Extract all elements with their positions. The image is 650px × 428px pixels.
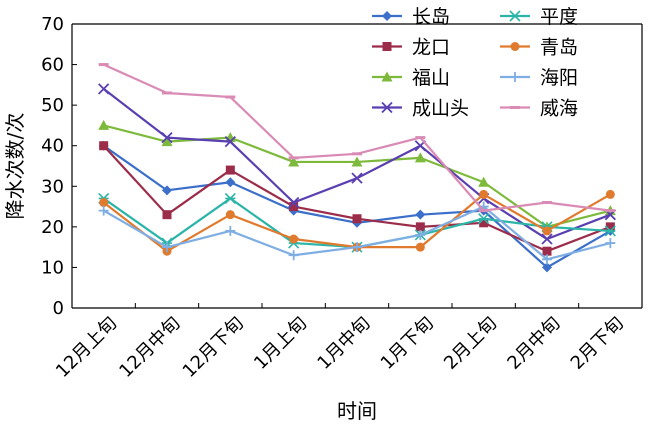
data-point [161,136,173,147]
data-point [352,242,362,253]
legend-marker [510,72,520,82]
data-point [289,234,299,244]
data-point [161,131,173,144]
legend-marker [381,101,393,114]
data-point [162,185,172,196]
series-line [103,124,611,228]
data-point [415,229,426,240]
legend-marker [509,10,521,22]
x-tick-label: 2月上旬 [440,313,501,374]
data-point [351,156,363,167]
data-point [414,152,426,163]
legend-item: 海阳 [500,67,578,89]
legend-label: 龙口 [412,37,450,59]
y-tick-label: 20 [41,217,64,238]
legend-item: 福山 [372,67,450,89]
data-point [479,218,489,228]
data-point [98,119,110,130]
y-tick-label: 10 [41,257,64,278]
legend-label: 威海 [540,98,578,120]
data-point [99,198,109,208]
legend-marker [382,11,392,21]
x-axis-label: 时间 [337,399,377,423]
data-point [289,202,299,212]
data-point [605,222,615,232]
data-point [162,242,172,253]
data-point [415,242,425,252]
y-tick-label: 30 [41,176,64,197]
x-tick-label: 12月上旬 [52,313,121,382]
data-point [415,222,425,232]
legend-item: 长岛 [372,6,450,28]
legend-label: 成山头 [412,98,469,120]
y-tick-label: 0 [53,298,64,319]
series-layer [98,63,616,273]
legend-label: 海阳 [540,67,578,89]
x-tick-label: 12月下旬 [179,313,248,382]
data-point [225,210,235,220]
data-point [162,210,172,220]
data-point [98,83,110,95]
y-tick-label: 70 [41,14,64,35]
legend-item: 成山头 [372,98,469,120]
data-point [479,189,489,199]
data-point [541,233,553,245]
x-tick-label: 1月中旬 [313,313,374,374]
legend-marker [510,42,520,51]
y-tick-label: 60 [41,55,64,76]
legend-item: 平度 [500,6,578,28]
data-point [605,189,615,199]
series-威海 [98,63,616,213]
legend-label: 青岛 [540,37,578,59]
x-tick-label: 2月下旬 [567,313,628,374]
data-point [225,225,236,236]
legend-label: 平度 [540,6,578,28]
data-point [542,262,552,273]
data-point [288,156,300,167]
data-point [225,165,235,175]
data-point [542,226,552,236]
data-point [352,214,362,224]
legend-item: 威海 [500,98,578,120]
y-axis-label: 降水次数/次 [3,113,27,220]
x-tick-label: 1月上旬 [250,313,311,374]
data-point [415,209,426,220]
data-point [288,196,300,209]
series-海阳 [98,201,616,265]
data-point [99,141,109,151]
data-point [224,192,236,205]
data-point [478,213,490,225]
x-tick-label: 2月中旬 [503,313,564,374]
data-point [478,176,490,187]
legend-item: 青岛 [500,37,578,59]
data-point [225,177,236,188]
data-point [351,172,363,184]
legend-label: 长岛 [412,6,450,28]
legend-item: 龙口 [372,37,450,59]
data-point [224,136,236,148]
data-point [604,225,616,237]
y-tick-label: 50 [41,95,64,116]
data-point [98,205,109,216]
data-point [605,238,616,249]
x-tick-label: 1月下旬 [377,313,438,374]
legend-marker [381,71,393,82]
legend-marker [382,42,392,51]
x-tick-label: 12月中旬 [115,313,184,382]
legend-label: 福山 [412,67,450,89]
data-point [542,246,552,256]
y-tick-label: 40 [41,136,64,157]
data-point [288,250,299,261]
series-成山头 [98,83,616,245]
data-point [542,254,552,265]
